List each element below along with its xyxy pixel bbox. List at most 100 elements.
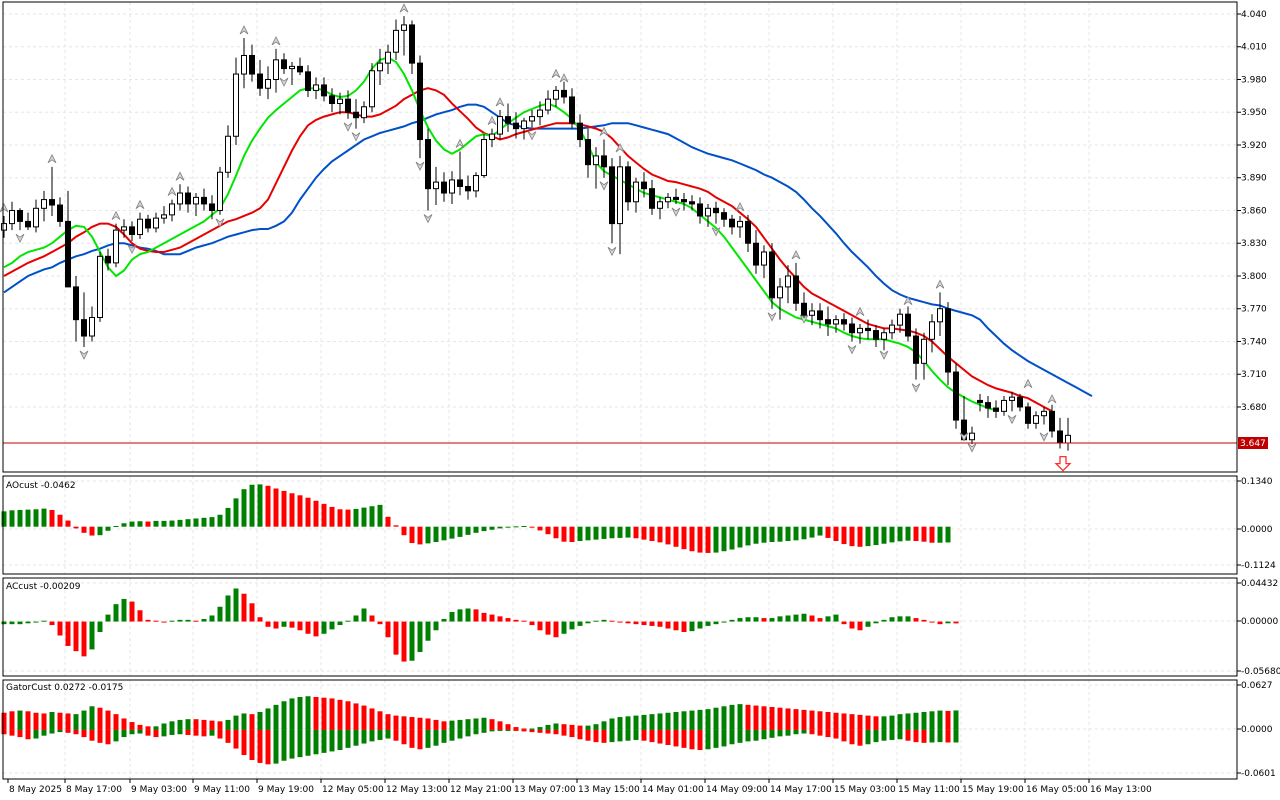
ac-panel[interactable]	[1, 588, 959, 662]
candle[interactable]	[241, 38, 247, 89]
candle[interactable]	[577, 114, 583, 148]
candle[interactable]	[609, 158, 615, 244]
candle[interactable]	[89, 306, 95, 342]
candle[interactable]	[153, 212, 159, 233]
candle[interactable]	[65, 190, 71, 288]
candle[interactable]	[825, 306, 831, 337]
candle[interactable]	[977, 393, 983, 412]
candle[interactable]	[497, 110, 503, 140]
candle[interactable]	[905, 306, 911, 342]
candle[interactable]	[881, 328, 887, 351]
candle[interactable]	[1, 215, 7, 238]
candle[interactable]	[193, 193, 199, 216]
candle[interactable]	[305, 65, 311, 97]
candle[interactable]	[377, 48, 383, 85]
candle[interactable]	[601, 139, 607, 178]
candle[interactable]	[665, 193, 671, 209]
candle[interactable]	[33, 199, 39, 233]
candle[interactable]	[137, 212, 143, 239]
candle[interactable]	[889, 319, 895, 340]
candle[interactable]	[849, 317, 855, 342]
candle[interactable]	[537, 101, 543, 126]
candle[interactable]	[809, 303, 815, 326]
candle[interactable]	[49, 166, 55, 216]
candle[interactable]	[385, 44, 391, 75]
candle[interactable]	[817, 303, 823, 329]
candle[interactable]	[1049, 404, 1055, 438]
candle[interactable]	[953, 363, 959, 429]
candle[interactable]	[833, 315, 839, 333]
candle[interactable]	[569, 88, 575, 129]
candle[interactable]	[865, 319, 871, 340]
candle[interactable]	[201, 188, 207, 211]
candle[interactable]	[369, 63, 375, 113]
candle[interactable]	[681, 193, 687, 211]
candle[interactable]	[1057, 417, 1063, 449]
candle[interactable]	[641, 172, 647, 198]
gator-panel[interactable]	[1, 696, 959, 765]
candle[interactable]	[457, 151, 463, 196]
candle[interactable]	[793, 262, 799, 311]
candle[interactable]	[697, 197, 703, 224]
candle[interactable]	[753, 230, 759, 274]
candle[interactable]	[1033, 411, 1039, 429]
candle[interactable]	[41, 190, 47, 222]
candle[interactable]	[761, 245, 767, 279]
candle[interactable]	[257, 59, 263, 96]
candle[interactable]	[321, 77, 327, 102]
candle[interactable]	[841, 313, 847, 331]
candle[interactable]	[289, 62, 295, 85]
candle[interactable]	[993, 400, 999, 418]
candle[interactable]	[97, 251, 103, 322]
candle[interactable]	[945, 302, 951, 386]
candle[interactable]	[225, 125, 231, 178]
candle[interactable]	[209, 195, 215, 220]
candle[interactable]	[769, 243, 775, 309]
candle[interactable]	[529, 110, 535, 128]
candle[interactable]	[513, 112, 519, 139]
candle[interactable]	[729, 214, 735, 235]
candle[interactable]	[633, 177, 639, 213]
candle[interactable]	[25, 212, 31, 231]
candle[interactable]	[1065, 417, 1071, 451]
candle[interactable]	[625, 161, 631, 211]
candle[interactable]	[545, 90, 551, 115]
candle[interactable]	[449, 171, 455, 204]
candle[interactable]	[673, 188, 679, 204]
candle[interactable]	[425, 128, 431, 211]
candle[interactable]	[737, 215, 743, 238]
candle[interactable]	[313, 77, 319, 100]
candle[interactable]	[1001, 396, 1007, 416]
candle[interactable]	[233, 57, 239, 145]
candle[interactable]	[409, 20, 415, 75]
candle[interactable]	[217, 166, 223, 215]
candle[interactable]	[705, 203, 711, 227]
candle[interactable]	[17, 208, 23, 231]
candle[interactable]	[937, 292, 943, 337]
candle[interactable]	[465, 175, 471, 200]
candle[interactable]	[713, 201, 719, 224]
candle[interactable]	[873, 325, 879, 347]
candle[interactable]	[489, 128, 495, 148]
candle[interactable]	[801, 292, 807, 322]
candle[interactable]	[505, 103, 511, 132]
candle[interactable]	[145, 214, 151, 233]
candle[interactable]	[657, 197, 663, 220]
candle[interactable]	[393, 19, 399, 60]
candle[interactable]	[73, 275, 79, 342]
candle[interactable]	[81, 292, 87, 347]
candle[interactable]	[561, 81, 567, 104]
candle[interactable]	[441, 172, 447, 202]
candle[interactable]	[345, 90, 351, 119]
candle[interactable]	[1009, 391, 1015, 412]
candle[interactable]	[265, 66, 271, 100]
candle[interactable]	[329, 88, 335, 113]
candle[interactable]	[57, 197, 63, 227]
candle[interactable]	[521, 117, 527, 140]
candle[interactable]	[361, 101, 367, 124]
candle[interactable]	[161, 206, 167, 224]
price-panel[interactable]	[0, 3, 1237, 472]
candle[interactable]	[473, 172, 479, 198]
candle[interactable]	[401, 16, 407, 56]
candle[interactable]	[585, 128, 591, 178]
